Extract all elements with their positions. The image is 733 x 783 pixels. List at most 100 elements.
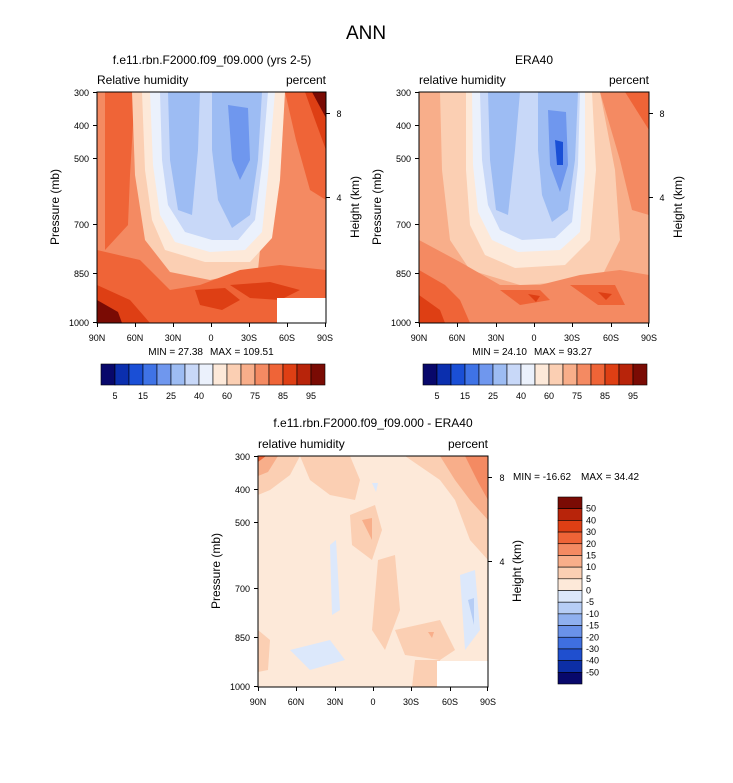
panel-model: f.e11.rbn.F2000.f09_f09.000 (yrs 2-5) Re… (48, 53, 362, 358)
colorbar-label: -5 (586, 597, 594, 607)
y-tick: 1000 (69, 318, 89, 328)
colorbar-label: 85 (600, 391, 610, 401)
colorbar-obs: 5 15 25 40 60 75 85 95 (422, 363, 648, 401)
colorbar-label: 60 (222, 391, 232, 401)
colorbar-label: 50 (586, 504, 596, 514)
x-tick: 30N (165, 333, 182, 343)
min-label: MIN = -16.62 (513, 472, 572, 483)
panel-model-axes: 300 400 500 700 850 1000 90N 60N 30N 0 3… (69, 88, 342, 343)
colorbar-label: 5 (586, 574, 591, 584)
colorbar-box (506, 363, 522, 386)
panel-obs-title: ERA40 (515, 53, 553, 67)
colorbar-box (212, 363, 228, 386)
colorbar-label: 60 (544, 391, 554, 401)
y-tick: 850 (74, 269, 89, 279)
panel-diff-title: f.e11.rbn.F2000.f09_f09.000 - ERA40 (273, 416, 473, 430)
colorbar-label: -40 (586, 656, 599, 666)
colorbar-box (557, 601, 583, 615)
colorbar-label: -10 (586, 609, 599, 619)
colorbar-box (520, 363, 536, 386)
x-tick: 60N (288, 697, 305, 707)
y-axis-label: Pressure (mb) (48, 169, 62, 245)
height-tick: 4 (499, 557, 504, 567)
colorbar-box (557, 648, 583, 661)
y-tick: 850 (396, 269, 411, 279)
colorbar-label: 10 (586, 562, 596, 572)
y-axis-label: Pressure (mb) (370, 169, 384, 245)
y-tick: 300 (74, 88, 89, 98)
height-axis-label: Height (km) (510, 540, 524, 602)
x-tick: 60N (127, 333, 144, 343)
x-tick: 30S (241, 333, 257, 343)
height-tick: 4 (659, 193, 664, 203)
colorbar-box (156, 363, 172, 386)
colorbar-box (100, 363, 116, 386)
colorbar-label: 30 (586, 527, 596, 537)
colorbar-label: 5 (434, 391, 439, 401)
height-tick: 8 (499, 473, 504, 483)
colorbar-box (296, 363, 312, 386)
colorbar-box (436, 363, 452, 386)
colorbar-box (557, 660, 583, 673)
x-tick: 90S (480, 697, 496, 707)
x-tick: 60S (442, 697, 458, 707)
colorbar-box (632, 363, 648, 386)
y-tick: 700 (74, 220, 89, 230)
y-tick: 1000 (230, 682, 250, 692)
colorbar-label: 5 (112, 391, 117, 401)
colorbar-box (240, 363, 256, 386)
y-tick: 700 (235, 584, 250, 594)
height-tick: 8 (659, 109, 664, 119)
colorbar-box (128, 363, 144, 386)
y-axis-label: Pressure (mb) (209, 533, 223, 609)
x-tick: 60S (279, 333, 295, 343)
colorbar-box (557, 625, 583, 638)
panel-diff: f.e11.rbn.F2000.f09_f09.000 - ERA40 rela… (209, 416, 640, 707)
y-tick: 400 (235, 485, 250, 495)
colorbar-box (557, 520, 583, 533)
colorbar-box (170, 363, 186, 386)
colorbar-label: 15 (586, 550, 596, 560)
colorbar-label: 75 (572, 391, 582, 401)
panel-model-variable: Relative humidity (97, 73, 188, 87)
colorbar-label: 40 (194, 391, 204, 401)
colorbar-label: 15 (138, 391, 148, 401)
max-label: MAX = 93.27 (534, 347, 593, 358)
main-title: ANN (346, 23, 386, 44)
colorbar-label: 25 (166, 391, 176, 401)
y-tick: 700 (396, 220, 411, 230)
panel-diff-contours (258, 456, 488, 687)
x-tick: 60N (449, 333, 466, 343)
colorbar-box (604, 363, 620, 386)
height-tick: 8 (336, 109, 341, 119)
height-tick: 4 (336, 193, 341, 203)
colorbar-box (184, 363, 200, 386)
panel-obs-units: percent (609, 73, 650, 87)
y-tick: 300 (396, 88, 411, 98)
y-tick: 1000 (391, 318, 411, 328)
colorbar-label: 85 (278, 391, 288, 401)
max-label: MAX = 34.42 (581, 472, 640, 483)
height-axis-label: Height (km) (671, 176, 685, 238)
y-tick: 500 (74, 154, 89, 164)
x-tick: 30N (327, 697, 344, 707)
panel-obs-variable: relative humidity (419, 73, 506, 87)
colorbar-box (618, 363, 634, 386)
y-tick: 500 (235, 518, 250, 528)
x-tick: 90S (641, 333, 657, 343)
max-label: MAX = 109.51 (210, 347, 274, 358)
y-tick: 500 (396, 154, 411, 164)
colorbar-model: 5 15 25 40 60 75 85 95 (100, 363, 326, 401)
x-tick: 30S (564, 333, 580, 343)
y-tick: 400 (396, 121, 411, 131)
min-label: MIN = 27.38 (148, 347, 203, 358)
panel-diff-variable: relative humidity (258, 437, 345, 451)
colorbar-box (562, 363, 578, 386)
height-axis-label: Height (km) (348, 176, 362, 238)
colorbar-label: 25 (488, 391, 498, 401)
x-tick: 0 (370, 697, 375, 707)
colorbar-label: 0 (586, 586, 591, 596)
panel-diff-axes: 300 400 500 700 850 1000 90N 60N 30N 0 3… (230, 452, 505, 707)
colorbar-box (557, 566, 583, 580)
